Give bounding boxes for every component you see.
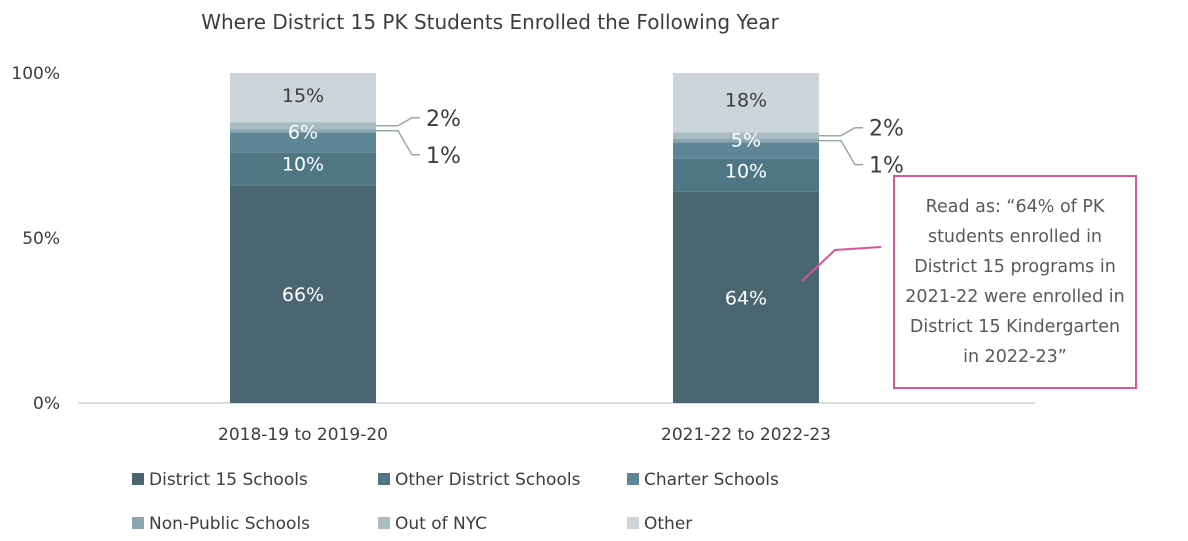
leader-line (819, 126, 863, 137)
bar-segment-label: 6% (288, 121, 318, 143)
legend-swatch (627, 473, 639, 485)
leader-line (376, 130, 420, 156)
bar-segment (673, 132, 819, 139)
bar-segment (673, 191, 819, 403)
bar-segment (673, 139, 819, 143)
bar-segment-label: 10% (725, 160, 767, 182)
legend-label: District 15 Schools (149, 470, 308, 490)
side-label: 1% (869, 154, 904, 179)
y-axis: 0% 50% 100% (11, 64, 60, 414)
bar-segment (230, 185, 376, 403)
leader-line (819, 139, 863, 166)
legend-swatch (627, 517, 639, 529)
bar-segment-label: 64% (725, 287, 767, 309)
legend-swatch (378, 517, 390, 529)
leader-line (376, 117, 420, 127)
legend-label: Non-Public Schools (149, 514, 310, 534)
legend-label: Out of NYC (395, 514, 487, 534)
bar-segment (230, 152, 376, 186)
y-tick-label: 0% (33, 394, 60, 414)
bar-segment-label: 18% (725, 90, 767, 112)
bar-segment (673, 158, 819, 192)
legend-swatch (378, 473, 390, 485)
x-category-label: 2018-19 to 2019-20 (218, 425, 388, 445)
bar-segment-label: 10% (282, 154, 324, 176)
legend-label: Charter Schools (644, 470, 779, 490)
legend-swatch (132, 473, 144, 485)
bar-segment (673, 73, 819, 133)
y-tick-label: 100% (11, 64, 60, 84)
bars-group: 66% 10% 6% 15% 2% 1% 2018-19 to 2019-20 64% 10% 5… (218, 73, 904, 445)
bar-segment (673, 142, 819, 159)
side-label: 1% (426, 144, 461, 169)
side-label: 2% (426, 107, 461, 132)
y-tick-label: 50% (22, 229, 60, 249)
bar-segment (230, 129, 376, 133)
legend-label: Other (644, 514, 692, 534)
callout-text: Read as: “64% of PK students enrolled in… (905, 197, 1125, 367)
bar-segment (230, 132, 376, 153)
bar-segment-label: 5% (731, 130, 761, 152)
x-category-label: 2021-22 to 2022-23 (661, 425, 831, 445)
legend: District 15 Schools Other District School… (132, 470, 779, 534)
side-label: 2% (869, 117, 904, 142)
legend-label: Other District Schools (395, 470, 581, 490)
callout-pointer (801, 246, 882, 282)
bar-segment-label: 66% (282, 284, 324, 306)
legend-swatch (132, 517, 144, 529)
bar-segment (230, 122, 376, 130)
bar-segment (230, 73, 376, 123)
callout-box: Read as: “64% of PK students enrolled in… (893, 175, 1137, 389)
bar-segment-label: 15% (282, 85, 324, 107)
chart-title: Where District 15 PK Students Enrolled t… (201, 10, 779, 34)
